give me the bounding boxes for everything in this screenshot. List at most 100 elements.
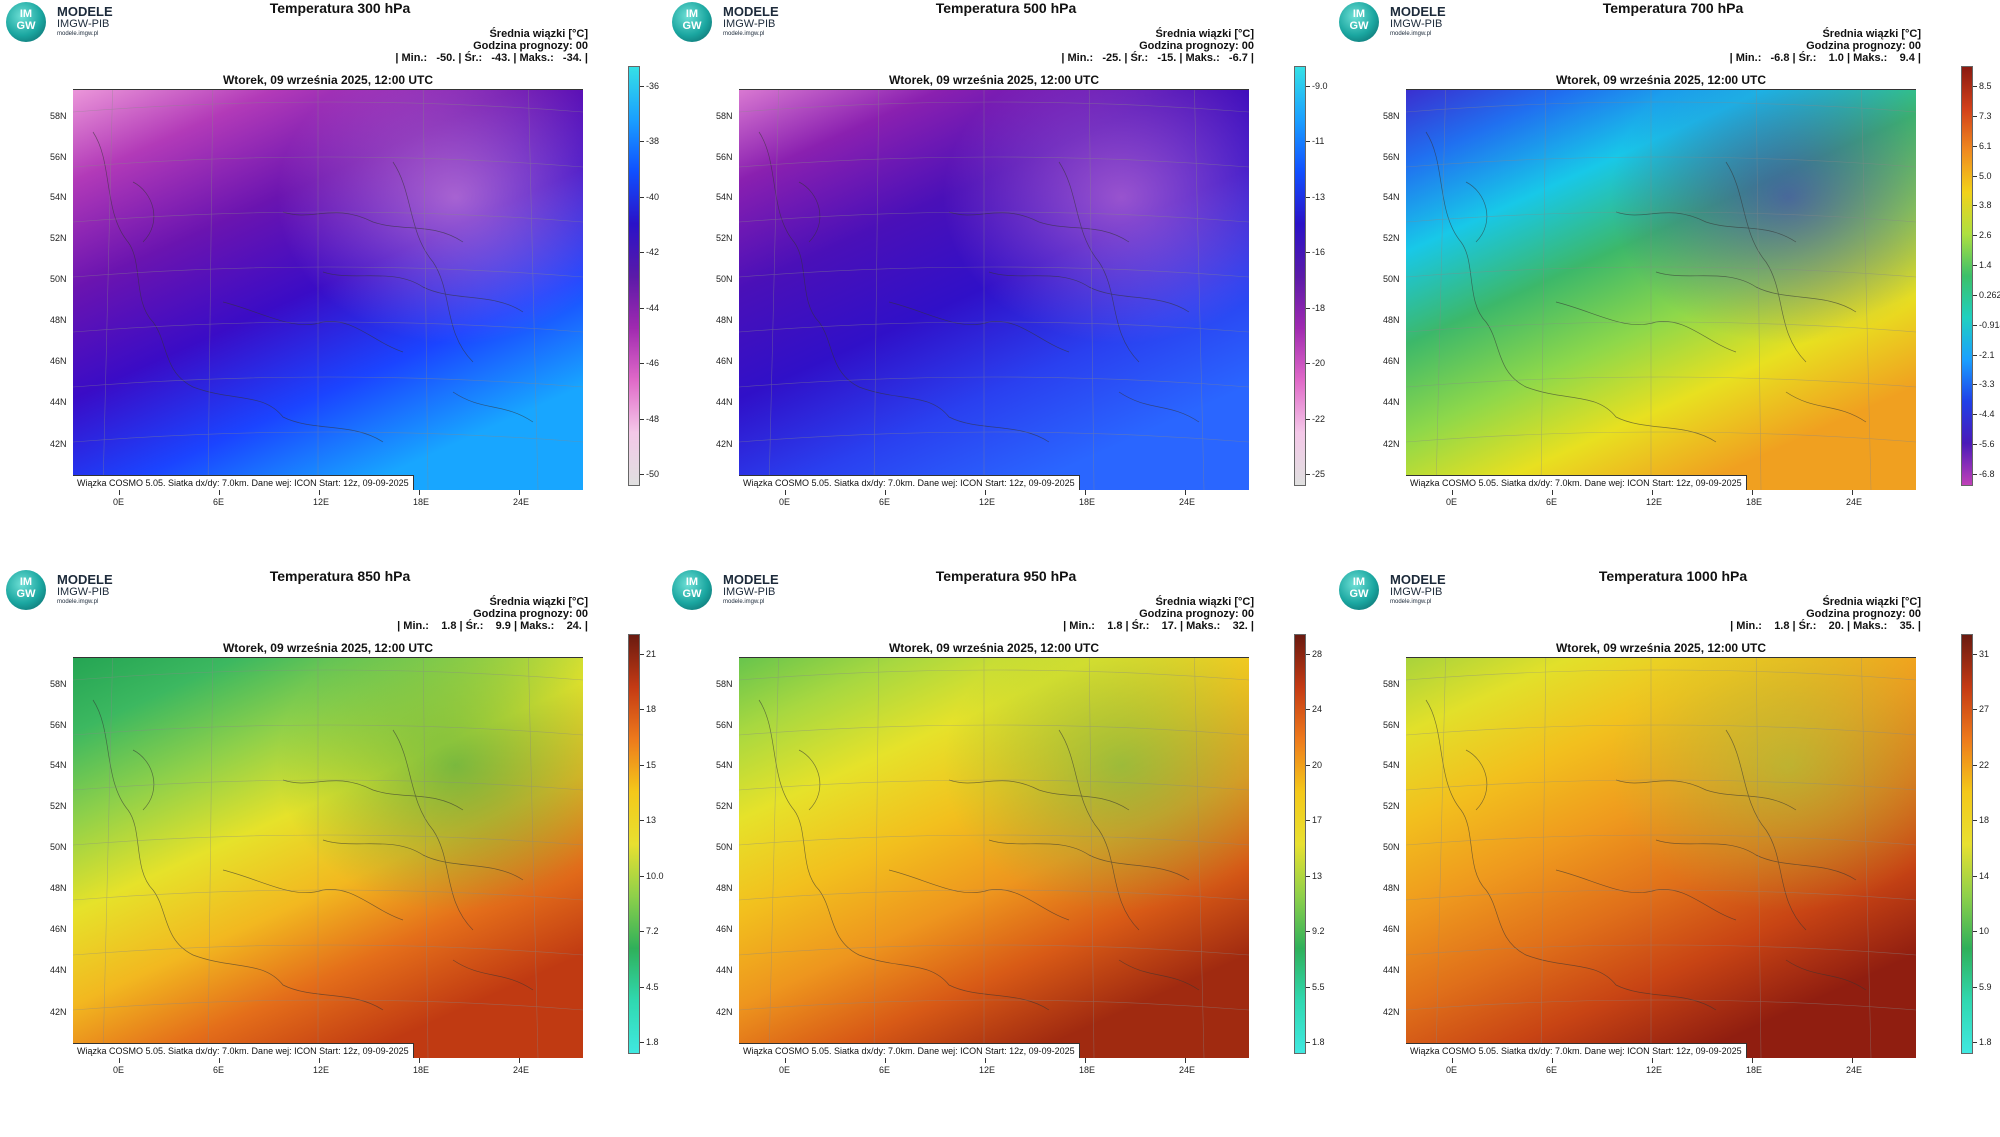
lon-label: 12E (1646, 1065, 1663, 1075)
colorbar-tickmark (1973, 384, 1977, 386)
colorbar-tickmark (1306, 418, 1310, 420)
map-field (73, 72, 583, 490)
lon-label: 18E (413, 497, 430, 507)
lat-label: 50N (716, 274, 733, 284)
lat-label: 48N (1383, 315, 1400, 325)
colorbar (628, 634, 640, 1054)
logo-name: MODELE (57, 572, 113, 587)
logo-line-2: GW (16, 20, 36, 32)
colorbar-tickmark (1973, 474, 1977, 475)
colorbar-tick-label: 0.262 (1979, 289, 2000, 300)
colorbar-tick-label: 5.0 (1979, 170, 1992, 181)
lat-label: 42N (1383, 1007, 1400, 1017)
info-line-1: Średnia wiązki [°C] (489, 28, 588, 40)
colorbar-tickmark (640, 820, 644, 822)
info-line-1: Średnia wiązki [°C] (489, 596, 588, 608)
lon-label: 18E (1746, 497, 1763, 507)
colorbar-tickmark (1306, 709, 1310, 711)
temperature-map[interactable]: Wtorek, 09 września 2025, 12:00 UTC Wiązk… (73, 72, 583, 490)
colorbar-tickmark (640, 363, 644, 365)
lon-tick (219, 490, 220, 495)
lat-label: 56N (50, 720, 67, 730)
lon-label: 24E (1846, 1065, 1863, 1075)
temperature-map[interactable]: Wtorek, 09 września 2025, 12:00 UTC Wiązk… (1406, 640, 1916, 1058)
imgw-logo: IM GW MODELE IMGW-PIB modele.imgw.pl (6, 570, 156, 612)
imgw-logo: IM GW MODELE IMGW-PIB modele.imgw.pl (672, 570, 822, 612)
colorbar-tickmark (640, 474, 644, 475)
colorbar-tick-label: -25 (1312, 469, 1326, 479)
map-panel: IM GW MODELE IMGW-PIB modele.imgw.pl Temperat… (0, 0, 660, 560)
colorbar-tick-label: 20 (1312, 759, 1323, 770)
panel-title: Temperatura 1000 hPa (1598, 568, 1748, 584)
lat-label: 44N (716, 397, 733, 407)
lat-label: 46N (716, 356, 733, 366)
imgw-logo-icon: IM GW (672, 2, 712, 42)
colorbar-tick-label: 3.8 (1979, 200, 1992, 211)
colorbar-tick-label: -3.3 (1979, 379, 1995, 390)
lat-label: 44N (1383, 397, 1400, 407)
colorbar-tick-label: 4.5 (646, 981, 659, 992)
colorbar-tick-label: 1.8 (1979, 1037, 1992, 1047)
logo-url: modele.imgw.pl (723, 599, 765, 605)
temperature-map[interactable]: Wtorek, 09 września 2025, 12:00 UTC Wiązk… (739, 72, 1249, 490)
colorbar-tickmark (1306, 86, 1310, 87)
colorbar-tick-label: 6.1 (1979, 140, 1992, 151)
temperature-map[interactable]: Wtorek, 09 września 2025, 12:00 UTC Wiązk… (73, 640, 583, 1058)
colorbar-tickmark (640, 709, 644, 711)
logo-subtitle: IMGW-PIB (723, 18, 776, 30)
lon-label: 12E (979, 497, 996, 507)
lon-tick (885, 490, 886, 495)
logo-subtitle: IMGW-PIB (723, 586, 776, 598)
lon-tick (985, 1058, 986, 1063)
colorbar-tick-label: -50 (646, 469, 660, 479)
lon-tick (519, 1058, 520, 1063)
lat-label: 56N (716, 152, 733, 162)
logo-url: modele.imgw.pl (723, 31, 765, 37)
colorbar-tick-label: -5.6 (1979, 439, 1995, 450)
stats-line: | Min.: 1.8 | Śr.: 9.9 | Maks.: 24. | (397, 620, 588, 632)
lon-tick (1185, 1058, 1186, 1063)
lat-label: 48N (50, 315, 67, 325)
lon-tick (1452, 1058, 1453, 1063)
temperature-map[interactable]: Wtorek, 09 września 2025, 12:00 UTC Wiązk… (739, 640, 1249, 1058)
lon-label: 6E (213, 497, 225, 507)
temperature-map[interactable]: Wtorek, 09 września 2025, 12:00 UTC Wiązk… (1406, 72, 1916, 490)
lon-label: 24E (513, 1065, 530, 1075)
logo-url: modele.imgw.pl (57, 599, 99, 605)
colorbar (628, 66, 640, 486)
map-field (1406, 72, 1916, 490)
colorbar-tick-label: 13 (646, 815, 657, 826)
logo-subtitle: IMGW-PIB (1390, 586, 1443, 598)
lon-tick (1852, 490, 1853, 495)
colorbar-tickmark (1973, 875, 1977, 877)
colorbar-tick-label: -2.1 (1979, 349, 1995, 360)
forecast-info: Średnia wiązki [°C] Godzina prognozy: 00 (1806, 596, 1921, 620)
logo-subtitle: IMGW-PIB (57, 18, 110, 30)
colorbar-tick-label: -18 (1312, 302, 1326, 313)
map-panel: IM GW MODELE IMGW-PIB modele.imgw.pl Temperat… (666, 568, 1326, 1128)
lat-label: 44N (50, 397, 67, 407)
lat-label: 56N (1383, 152, 1400, 162)
lat-label: 54N (50, 192, 67, 202)
lon-label: 6E (213, 1065, 225, 1075)
lat-label: 48N (716, 315, 733, 325)
lon-label: 0E (779, 1065, 791, 1075)
date-banner: Wtorek, 09 września 2025, 12:00 UTC (739, 72, 1249, 90)
lon-label: 6E (1546, 497, 1558, 507)
lon-tick (419, 1058, 420, 1063)
colorbar-tick-label: -13 (1312, 191, 1326, 202)
lat-label: 54N (716, 760, 733, 770)
colorbar-tick-label: -4.4 (1979, 409, 1995, 420)
lon-label: 24E (1179, 497, 1196, 507)
colorbar-tick-label: 5.5 (1312, 981, 1325, 992)
lon-label: 6E (879, 497, 891, 507)
lon-tick (885, 1058, 886, 1063)
lat-label: 48N (1383, 883, 1400, 893)
lat-label: 42N (50, 1007, 67, 1017)
lon-label: 24E (1846, 497, 1863, 507)
colorbar-tick-label: -20 (1312, 358, 1326, 369)
colorbar-tickmark (1306, 654, 1310, 655)
map-field (73, 640, 583, 1058)
logo-line-2: GW (682, 20, 702, 32)
colorbar-tick-label: 18 (646, 704, 657, 715)
